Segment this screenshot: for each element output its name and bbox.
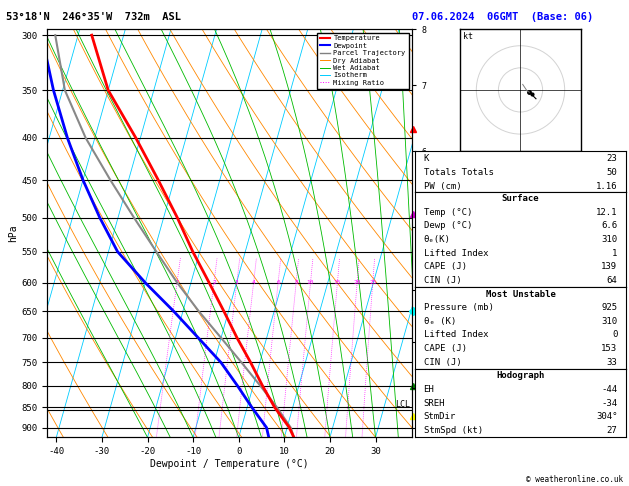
Y-axis label: hPa: hPa — [9, 225, 18, 242]
Text: 6.6: 6.6 — [601, 221, 618, 230]
Text: 25: 25 — [369, 280, 377, 285]
Text: 07.06.2024  06GMT  (Base: 06): 07.06.2024 06GMT (Base: 06) — [412, 12, 593, 22]
Text: θₑ(K): θₑ(K) — [423, 235, 450, 244]
Text: CIN (J): CIN (J) — [423, 358, 461, 367]
Text: StmSpd (kt): StmSpd (kt) — [423, 426, 482, 435]
Text: Temp (°C): Temp (°C) — [423, 208, 472, 217]
Text: 1: 1 — [612, 248, 618, 258]
Legend: Temperature, Dewpoint, Parcel Trajectory, Dry Adiabat, Wet Adiabat, Isotherm, Mi: Temperature, Dewpoint, Parcel Trajectory… — [317, 33, 408, 88]
Text: 139: 139 — [601, 262, 618, 271]
Text: 153: 153 — [601, 344, 618, 353]
Text: Pressure (mb): Pressure (mb) — [423, 303, 493, 312]
Text: Lifted Index: Lifted Index — [423, 330, 488, 340]
Text: 1.16: 1.16 — [596, 182, 618, 191]
Text: 304°: 304° — [596, 413, 618, 421]
Text: Hodograph: Hodograph — [496, 371, 545, 381]
Text: 64: 64 — [607, 276, 618, 285]
Text: 33: 33 — [607, 358, 618, 367]
Text: CAPE (J): CAPE (J) — [423, 262, 467, 271]
Text: CIN (J): CIN (J) — [423, 276, 461, 285]
Text: PW (cm): PW (cm) — [423, 182, 461, 191]
Text: SREH: SREH — [423, 399, 445, 408]
Text: 2: 2 — [212, 280, 216, 285]
Y-axis label: km
ASL: km ASL — [428, 226, 447, 241]
Text: StmDir: StmDir — [423, 413, 456, 421]
Text: -44: -44 — [601, 385, 618, 394]
Text: Dewp (°C): Dewp (°C) — [423, 221, 472, 230]
Text: 27: 27 — [607, 426, 618, 435]
Text: 3: 3 — [235, 280, 238, 285]
X-axis label: Dewpoint / Temperature (°C): Dewpoint / Temperature (°C) — [150, 459, 309, 469]
Text: 6: 6 — [276, 280, 280, 285]
Text: 53°18'N  246°35'W  732m  ASL: 53°18'N 246°35'W 732m ASL — [6, 12, 181, 22]
Text: 8: 8 — [294, 280, 298, 285]
Text: 23: 23 — [607, 155, 618, 163]
Text: 4: 4 — [252, 280, 255, 285]
Text: 310: 310 — [601, 235, 618, 244]
Text: Totals Totals: Totals Totals — [423, 168, 493, 177]
Text: © weatheronline.co.uk: © weatheronline.co.uk — [526, 474, 623, 484]
Text: θₑ (K): θₑ (K) — [423, 317, 456, 326]
Text: -34: -34 — [601, 399, 618, 408]
Text: K: K — [423, 155, 429, 163]
Text: EH: EH — [423, 385, 434, 394]
Text: kt: kt — [463, 32, 473, 41]
Text: LCL: LCL — [395, 400, 409, 409]
Text: Most Unstable: Most Unstable — [486, 290, 555, 298]
Text: 50: 50 — [607, 168, 618, 177]
Text: 1: 1 — [175, 280, 179, 285]
Text: Surface: Surface — [502, 194, 539, 203]
Text: 20: 20 — [353, 280, 361, 285]
Text: 0: 0 — [612, 330, 618, 340]
Text: 15: 15 — [333, 280, 341, 285]
Text: Lifted Index: Lifted Index — [423, 248, 488, 258]
Text: 925: 925 — [601, 303, 618, 312]
Text: 310: 310 — [601, 317, 618, 326]
Text: CAPE (J): CAPE (J) — [423, 344, 467, 353]
Text: 10: 10 — [307, 280, 314, 285]
Text: 12.1: 12.1 — [596, 208, 618, 217]
